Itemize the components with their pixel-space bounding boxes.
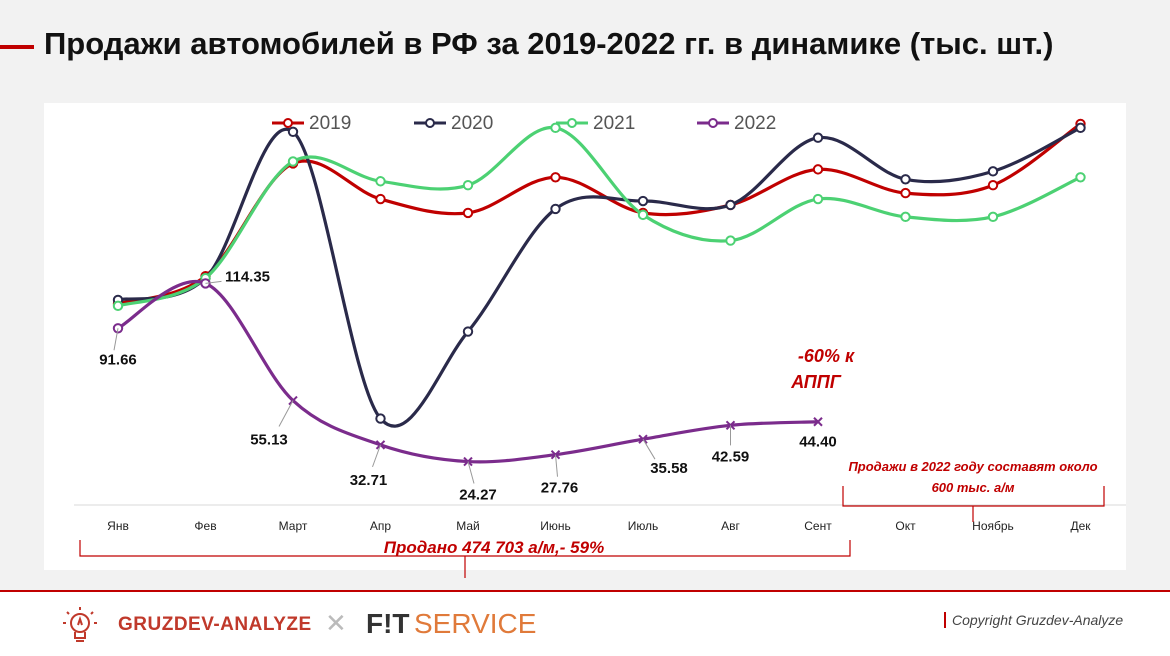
brand-fit: F!T	[366, 608, 410, 639]
data-label-2022: 114.35	[225, 268, 270, 285]
legend-label-2022: 2022	[734, 113, 776, 134]
data-label-2022: 24.27	[459, 487, 497, 504]
legend-marker-2021	[567, 118, 577, 128]
copyright-text: Copyright Gruzdev-Analyze	[944, 612, 1123, 628]
legend-label-2021: 2021	[593, 113, 635, 134]
forecast-bracket	[842, 486, 1105, 522]
change-annotation-line2: АППГ	[790, 372, 841, 392]
point-2020-Июнь	[550, 203, 561, 215]
data-label-2022: 42.59	[712, 448, 750, 465]
leader-line	[642, 438, 656, 460]
leader-line	[278, 400, 294, 427]
point-2021-Дек	[1075, 172, 1086, 183]
point-2019-Июнь	[550, 172, 561, 183]
footer-divider	[0, 590, 1170, 592]
annotations: -60% к АППГ Продажи в 2022 году составят о…	[79, 346, 1105, 578]
x-tick-label: Июль	[628, 519, 659, 533]
series-layer	[112, 118, 1086, 467]
x-axis: Янв Фев Март Апр Май Июнь Июль Авг Сент Окт Ноябрь…	[74, 504, 1126, 533]
footer	[0, 592, 1170, 656]
leader-line	[205, 280, 222, 284]
point-2021-Янв	[112, 300, 124, 312]
x-tick-label: Окт	[895, 519, 916, 533]
point-2022-Сент	[813, 417, 823, 427]
x-tick-label: Июнь	[540, 519, 571, 533]
point-2019-Ноябрь	[987, 180, 999, 191]
data-label-2022: 91.66	[99, 351, 137, 368]
legend: 2019 2020 2021 2022	[272, 113, 776, 134]
point-2021-Март	[287, 156, 299, 167]
point-2021-Апр	[375, 176, 386, 187]
point-2021-Май	[462, 180, 474, 191]
series-line-2020	[117, 126, 1082, 428]
x-tick-label: Май	[456, 519, 480, 533]
x-tick-label: Авг	[721, 519, 740, 533]
point-2019-Окт	[900, 187, 911, 199]
label-layer: 91.66 114.35 55.13 32.71 24.27 27.76 35.58 42.5…	[99, 268, 837, 503]
legend-label-2020: 2020	[451, 113, 493, 134]
leader-line	[467, 461, 475, 484]
data-label-2022: 55.13	[250, 432, 288, 449]
x-tick-label: Фев	[194, 519, 216, 533]
point-2020-Ноябрь	[987, 166, 999, 177]
point-2021-Авг	[725, 235, 736, 246]
point-2019-Сент	[812, 164, 824, 175]
sales-line-chart: 91.66 114.35 55.13 32.71 24.27 27.76 35.58 42.5…	[74, 113, 1126, 578]
legend-marker-2022	[708, 118, 718, 128]
point-2020-Окт	[900, 174, 911, 185]
leader-line	[372, 444, 381, 468]
leader-line	[113, 328, 119, 351]
forecast-annotation: Продажи в 2022 году составят около	[848, 459, 1097, 474]
data-label-2022: 27.76	[541, 480, 579, 497]
x-tick-label: Сент	[804, 519, 832, 533]
title-accent-bar	[0, 45, 34, 49]
x-tick-label: Дек	[1070, 519, 1091, 533]
lightbulb-logo-icon	[63, 607, 97, 642]
change-annotation: -60% к	[798, 346, 855, 366]
point-2020-Март	[287, 126, 299, 138]
cross-icon: ✕	[325, 608, 347, 638]
point-2020-Май	[462, 326, 474, 337]
series-line-2022	[117, 279, 819, 464]
point-2022-Янв	[112, 323, 124, 334]
legend-label-2019: 2019	[309, 113, 351, 134]
brand-service: SERVICE	[414, 608, 537, 639]
slide-title: Продажи автомобилей в РФ за 2019-2022 гг…	[44, 26, 1054, 61]
x-tick-label: Март	[279, 519, 308, 533]
point-2021-Окт	[900, 211, 911, 223]
data-label-2022: 44.40	[799, 434, 837, 451]
x-tick-label: Ноябрь	[972, 519, 1014, 533]
point-2021-Июнь	[550, 122, 561, 134]
point-2020-Сент	[812, 132, 824, 143]
point-2020-Авг	[725, 199, 736, 211]
sold-bracket	[79, 540, 851, 578]
point-2020-Дек	[1075, 122, 1086, 134]
point-2020-Июль	[637, 195, 649, 207]
x-tick-label: Янв	[107, 519, 129, 533]
point-2021-Ноябрь	[987, 211, 999, 223]
point-2021-Июль	[637, 209, 649, 221]
point-2020-Апр	[375, 413, 386, 424]
legend-marker-2020	[425, 118, 435, 128]
data-label-2022: 32.71	[350, 472, 388, 489]
point-2019-Апр	[375, 193, 386, 205]
data-label-2022: 35.58	[650, 460, 688, 477]
sold-annotation: Продано 474 703 а/м,- 59%	[384, 538, 604, 557]
point-2021-Сент	[812, 193, 824, 205]
brand-gruzdev-analyze: GRUZDEV-ANALYZE	[118, 614, 312, 635]
x-tick-label: Апр	[370, 519, 392, 533]
legend-marker-2019	[283, 118, 293, 128]
leader-line	[555, 454, 558, 477]
forecast-annotation-line2: 600 тыс. а/м	[932, 480, 1015, 495]
point-2019-Май	[462, 207, 474, 219]
